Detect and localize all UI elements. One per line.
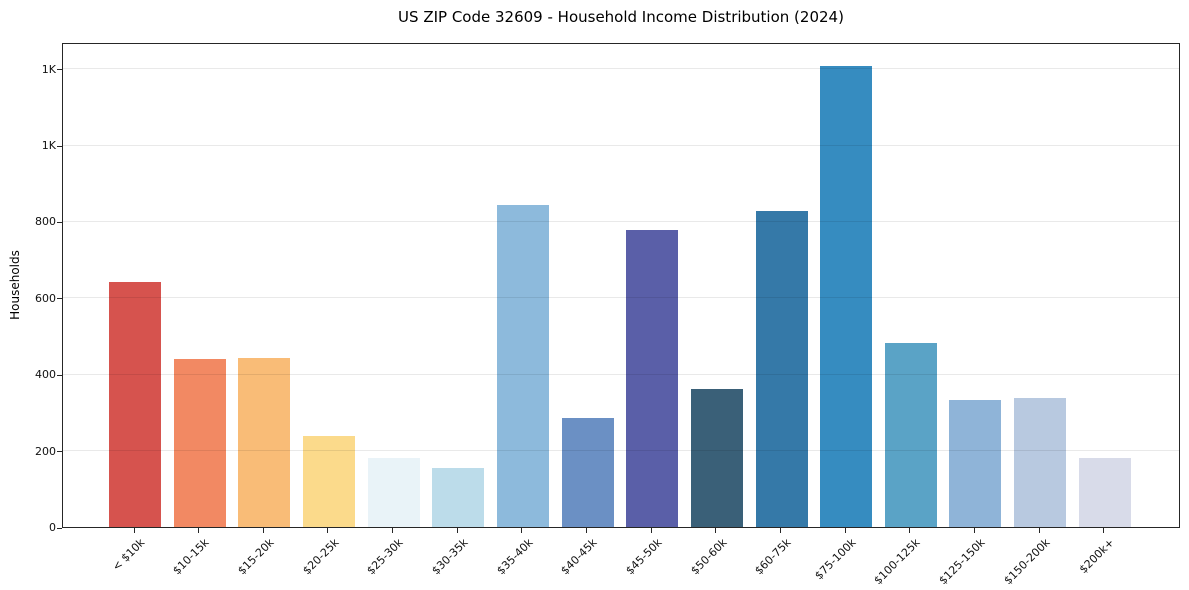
y-tick-label: 0 (49, 521, 56, 534)
x-tick-mark (198, 528, 200, 533)
x-tick-mark (1103, 528, 1105, 533)
y-tick-label: 600 (35, 291, 56, 305)
bar (755, 210, 808, 527)
x-tick-label: $40-45k (558, 536, 600, 578)
x-tick-label: $45-50k (623, 536, 665, 578)
x-tick-mark (456, 528, 458, 533)
x-tick-label: $15-20k (235, 536, 277, 578)
gridline (63, 144, 1179, 146)
y-tick-mark (57, 527, 62, 529)
x-tick-mark (327, 528, 329, 533)
bar (238, 357, 291, 527)
bar (367, 458, 420, 527)
y-tick-label: 1K (41, 62, 56, 76)
bar (884, 342, 937, 527)
x-tick-label: $100-125k (871, 536, 924, 588)
bar (109, 281, 161, 527)
y-tick-label: 200 (35, 444, 56, 458)
bar (1078, 457, 1131, 527)
x-tick-label: $30-35k (429, 536, 471, 578)
x-tick-label: $60-75k (752, 536, 794, 578)
bar (432, 468, 485, 527)
bar (561, 417, 614, 527)
x-tick-label: < $10k (109, 536, 148, 574)
bar (496, 204, 549, 527)
x-tick-mark (909, 528, 911, 533)
x-tick-mark (780, 528, 781, 533)
gridline (63, 221, 1179, 222)
gridline (63, 450, 1179, 452)
gridline (63, 373, 1179, 375)
y-tick-mark (57, 451, 62, 453)
gridline (63, 297, 1179, 299)
bar (1014, 397, 1067, 527)
x-tick-mark (392, 528, 394, 533)
y-tick-mark (57, 374, 62, 376)
bar (173, 358, 226, 527)
bar (949, 399, 1002, 527)
bar (626, 230, 679, 527)
x-tick-label: $75-100k (812, 536, 859, 583)
x-tick-mark (844, 528, 846, 533)
x-tick-mark (133, 528, 135, 533)
x-tick-label: $35-40k (493, 536, 536, 578)
y-axis-label: Households (8, 250, 22, 320)
x-tick-label: $20-25k (299, 536, 342, 578)
x-tick-mark (650, 528, 652, 533)
x-tick-mark (262, 528, 264, 533)
x-tick-label: $10-15k (170, 536, 212, 578)
x-tick-mark (586, 528, 588, 533)
x-tick-label: $150-200k (1001, 536, 1053, 588)
bar (302, 436, 355, 527)
bar (690, 388, 743, 527)
x-tick-mark (1038, 528, 1040, 533)
plot-area (62, 43, 1180, 528)
x-tick-mark (973, 528, 975, 533)
y-tick-label: 400 (35, 368, 56, 382)
gridline (63, 68, 1179, 70)
y-tick-label: 800 (35, 215, 56, 229)
x-tick-mark (715, 528, 717, 533)
y-tick-label: 1K (41, 139, 56, 153)
x-tick-label: $125-150k (936, 536, 988, 588)
bar (820, 66, 873, 527)
y-tick-mark (57, 221, 62, 223)
y-tick-mark (57, 145, 62, 147)
y-tick-mark (57, 69, 62, 71)
x-tick-label: $50-60k (687, 536, 730, 578)
x-tick-label: $25-30k (364, 536, 406, 578)
y-tick-mark (57, 298, 62, 300)
chart-title: US ZIP Code 32609 - Household Income Dis… (398, 8, 844, 26)
x-tick-mark (521, 528, 523, 533)
x-tick-label: $200k+ (1076, 536, 1117, 577)
